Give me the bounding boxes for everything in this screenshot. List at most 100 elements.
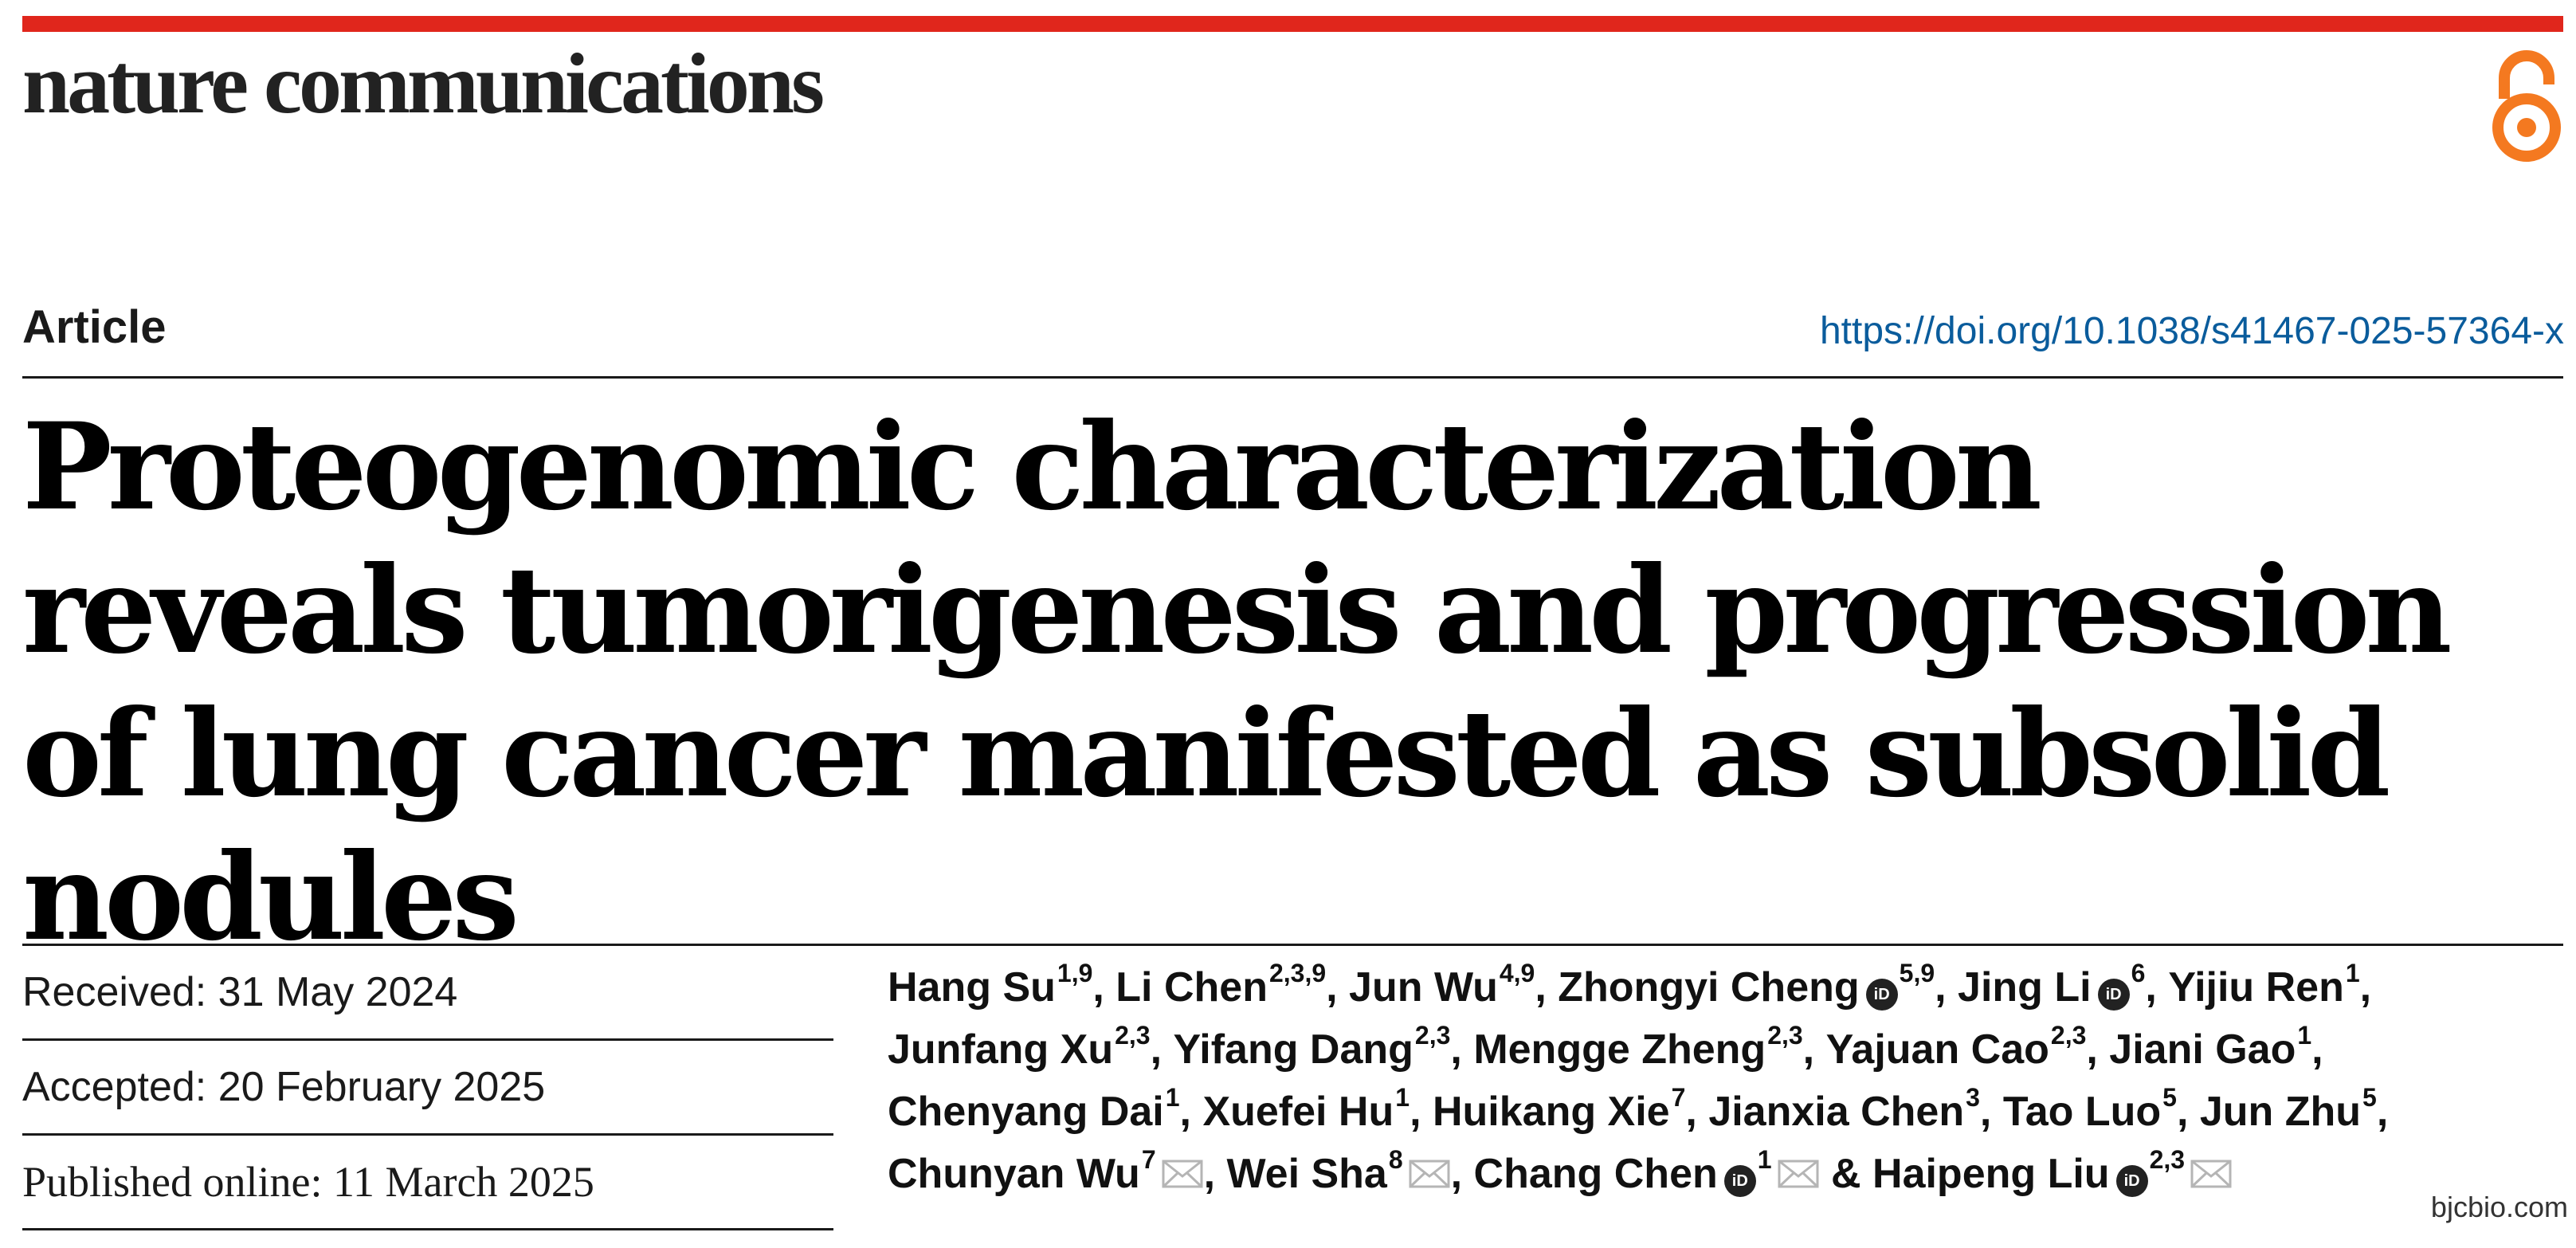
author-name[interactable]: Chenyang Dai — [888, 1089, 1164, 1135]
author: Chunyan Wu7, — [888, 1147, 1227, 1197]
author-separator: , — [1535, 964, 1559, 1011]
author: Jun Zhu5, — [2199, 1085, 2389, 1135]
author-name[interactable]: Yajuan Cao — [1825, 1026, 2049, 1073]
doi-link[interactable]: https://doi.org/10.1038/s41467-025-57364… — [1819, 310, 2564, 352]
affiliation-number: 2,3 — [1414, 1021, 1451, 1050]
affiliation-number: 1 — [1757, 1145, 1772, 1174]
affiliation-number: 2,3,9 — [1268, 959, 1327, 987]
affiliation-number: 6 — [2131, 959, 2146, 987]
author: Haipeng Liu iD2,3 — [1872, 1147, 2233, 1197]
author: Hang Su1,9, — [888, 960, 1116, 1011]
author-separator: , — [1935, 964, 1958, 1011]
author-separator: , — [2145, 964, 2169, 1011]
author-separator: , — [2359, 964, 2372, 1011]
header-divider — [22, 376, 2563, 379]
email-icon[interactable] — [1408, 1159, 1451, 1189]
author-name[interactable]: Chunyan Wu — [888, 1151, 1140, 1197]
affiliation-number: 5 — [2162, 1083, 2177, 1112]
author-name[interactable]: Junfang Xu — [888, 1026, 1114, 1073]
author-name[interactable]: Jun Wu — [1349, 964, 1498, 1011]
author-separator: , — [1410, 1089, 1433, 1135]
email-icon[interactable] — [1161, 1159, 1204, 1189]
affiliation-number: 2,3 — [2149, 1145, 2186, 1174]
journal-name[interactable]: nature communications — [22, 37, 825, 131]
author-separator: , — [2376, 1089, 2389, 1135]
affiliation-number: 1 — [2297, 1021, 2312, 1050]
author: Junfang Xu2,3, — [888, 1022, 1174, 1073]
author-separator: , — [1450, 1151, 1474, 1197]
author-name[interactable]: Jiani Gao — [2109, 1026, 2296, 1073]
affiliation-number: 5,9 — [1899, 959, 1935, 987]
metadata-divider — [22, 944, 2563, 946]
author: Zhongyi Cheng iD5,9, — [1558, 960, 1958, 1011]
author-separator: , — [1326, 964, 1350, 1011]
author: Jun Wu4,9, — [1349, 960, 1559, 1011]
affiliation-number: 8 — [1388, 1145, 1403, 1174]
email-icon[interactable] — [1777, 1159, 1820, 1189]
author: Chang Chen iD1 & — [1473, 1147, 1873, 1197]
author-name[interactable]: Huikang Xie — [1432, 1089, 1670, 1135]
author: Jianxia Chen3, — [1708, 1085, 2003, 1135]
orcid-icon[interactable]: iD — [2115, 1165, 2148, 1197]
author-name[interactable]: Chang Chen — [1473, 1151, 1718, 1197]
author-name[interactable]: Jianxia Chen — [1708, 1089, 1965, 1135]
published-date: Published online: 11 March 2025 — [22, 1136, 833, 1230]
author: Mengge Zheng2,3, — [1473, 1022, 1826, 1073]
journal-color-bar — [22, 16, 2563, 32]
accepted-date: Accepted: 20 February 2025 — [22, 1041, 833, 1136]
affiliation-number: 2,3 — [1767, 1021, 1803, 1050]
author-name[interactable]: Li Chen — [1115, 964, 1268, 1011]
author-separator: & — [1819, 1151, 1873, 1197]
author-name[interactable]: Zhongyi Cheng — [1558, 964, 1860, 1011]
affiliation-number: 4,9 — [1499, 959, 1535, 987]
author-name[interactable]: Jing Li — [1958, 964, 2092, 1011]
author-name[interactable]: Tao Luo — [2002, 1089, 2162, 1135]
author-name[interactable]: Haipeng Liu — [1872, 1151, 2110, 1197]
affiliation-number: 1 — [1165, 1083, 1180, 1112]
author-name[interactable]: Yifang Dang — [1173, 1026, 1413, 1073]
orcid-icon[interactable]: iD — [1723, 1165, 1756, 1197]
author: Tao Luo5, — [2002, 1085, 2200, 1135]
affiliation-number: 2,3 — [2050, 1021, 2087, 1050]
author-name[interactable]: Yijiu Ren — [2168, 964, 2344, 1011]
affiliation-number: 7 — [1671, 1083, 1686, 1112]
author-name[interactable]: Mengge Zheng — [1473, 1026, 1766, 1073]
author-separator: , — [2176, 1089, 2200, 1135]
affiliation-number: 2,3 — [1115, 1021, 1151, 1050]
author: Wei Sha8, — [1226, 1147, 1474, 1197]
affiliation-number: 3 — [1966, 1083, 1980, 1112]
author-name[interactable]: Xuefei Hu — [1202, 1089, 1394, 1135]
author: Xuefei Hu1, — [1202, 1085, 1433, 1135]
affiliation-number: 1,9 — [1057, 959, 1093, 987]
affiliation-number: 1 — [2345, 959, 2360, 987]
author-separator: , — [1092, 964, 1116, 1011]
author-name[interactable]: Jun Zhu — [2199, 1089, 2362, 1135]
author-separator: , — [1802, 1026, 1826, 1073]
affiliation-number: 1 — [1395, 1083, 1410, 1112]
author: Yajuan Cao2,3, — [1825, 1022, 2110, 1073]
affiliation-number: 5 — [2362, 1083, 2377, 1112]
publication-dates: Received: 31 May 2024 Accepted: 20 Febru… — [22, 946, 833, 1230]
email-icon[interactable] — [2190, 1159, 2233, 1189]
orcid-icon[interactable]: iD — [2097, 979, 2130, 1011]
author-list: Hang Su1,9, Li Chen2,3,9, Jun Wu4,9, Zho… — [888, 956, 2505, 1205]
author-separator: , — [2311, 1026, 2323, 1073]
author: Yijiu Ren1, — [2168, 960, 2372, 1011]
orcid-icon[interactable]: iD — [1865, 979, 1898, 1011]
watermark: bjcbio.com — [2430, 1191, 2568, 1223]
received-date: Received: 31 May 2024 — [22, 946, 833, 1041]
author-separator: , — [1979, 1089, 2003, 1135]
author: Yifang Dang2,3, — [1173, 1022, 1474, 1073]
author: Jing Li iD6, — [1958, 960, 2169, 1011]
article-title: Proteogenomic characterization reveals t… — [22, 397, 2452, 967]
author-name[interactable]: Wei Sha — [1226, 1151, 1387, 1197]
author-separator: , — [1150, 1026, 1174, 1073]
open-access-lock-icon — [2492, 50, 2561, 162]
affiliation-number: 7 — [1141, 1145, 1156, 1174]
author: Chenyang Dai1, — [888, 1085, 1202, 1135]
author: Huikang Xie7, — [1432, 1085, 1709, 1135]
author-name[interactable]: Hang Su — [888, 964, 1056, 1011]
author-separator: , — [1685, 1089, 1709, 1135]
author-separator: , — [2086, 1026, 2110, 1073]
author-separator: , — [1203, 1151, 1227, 1197]
